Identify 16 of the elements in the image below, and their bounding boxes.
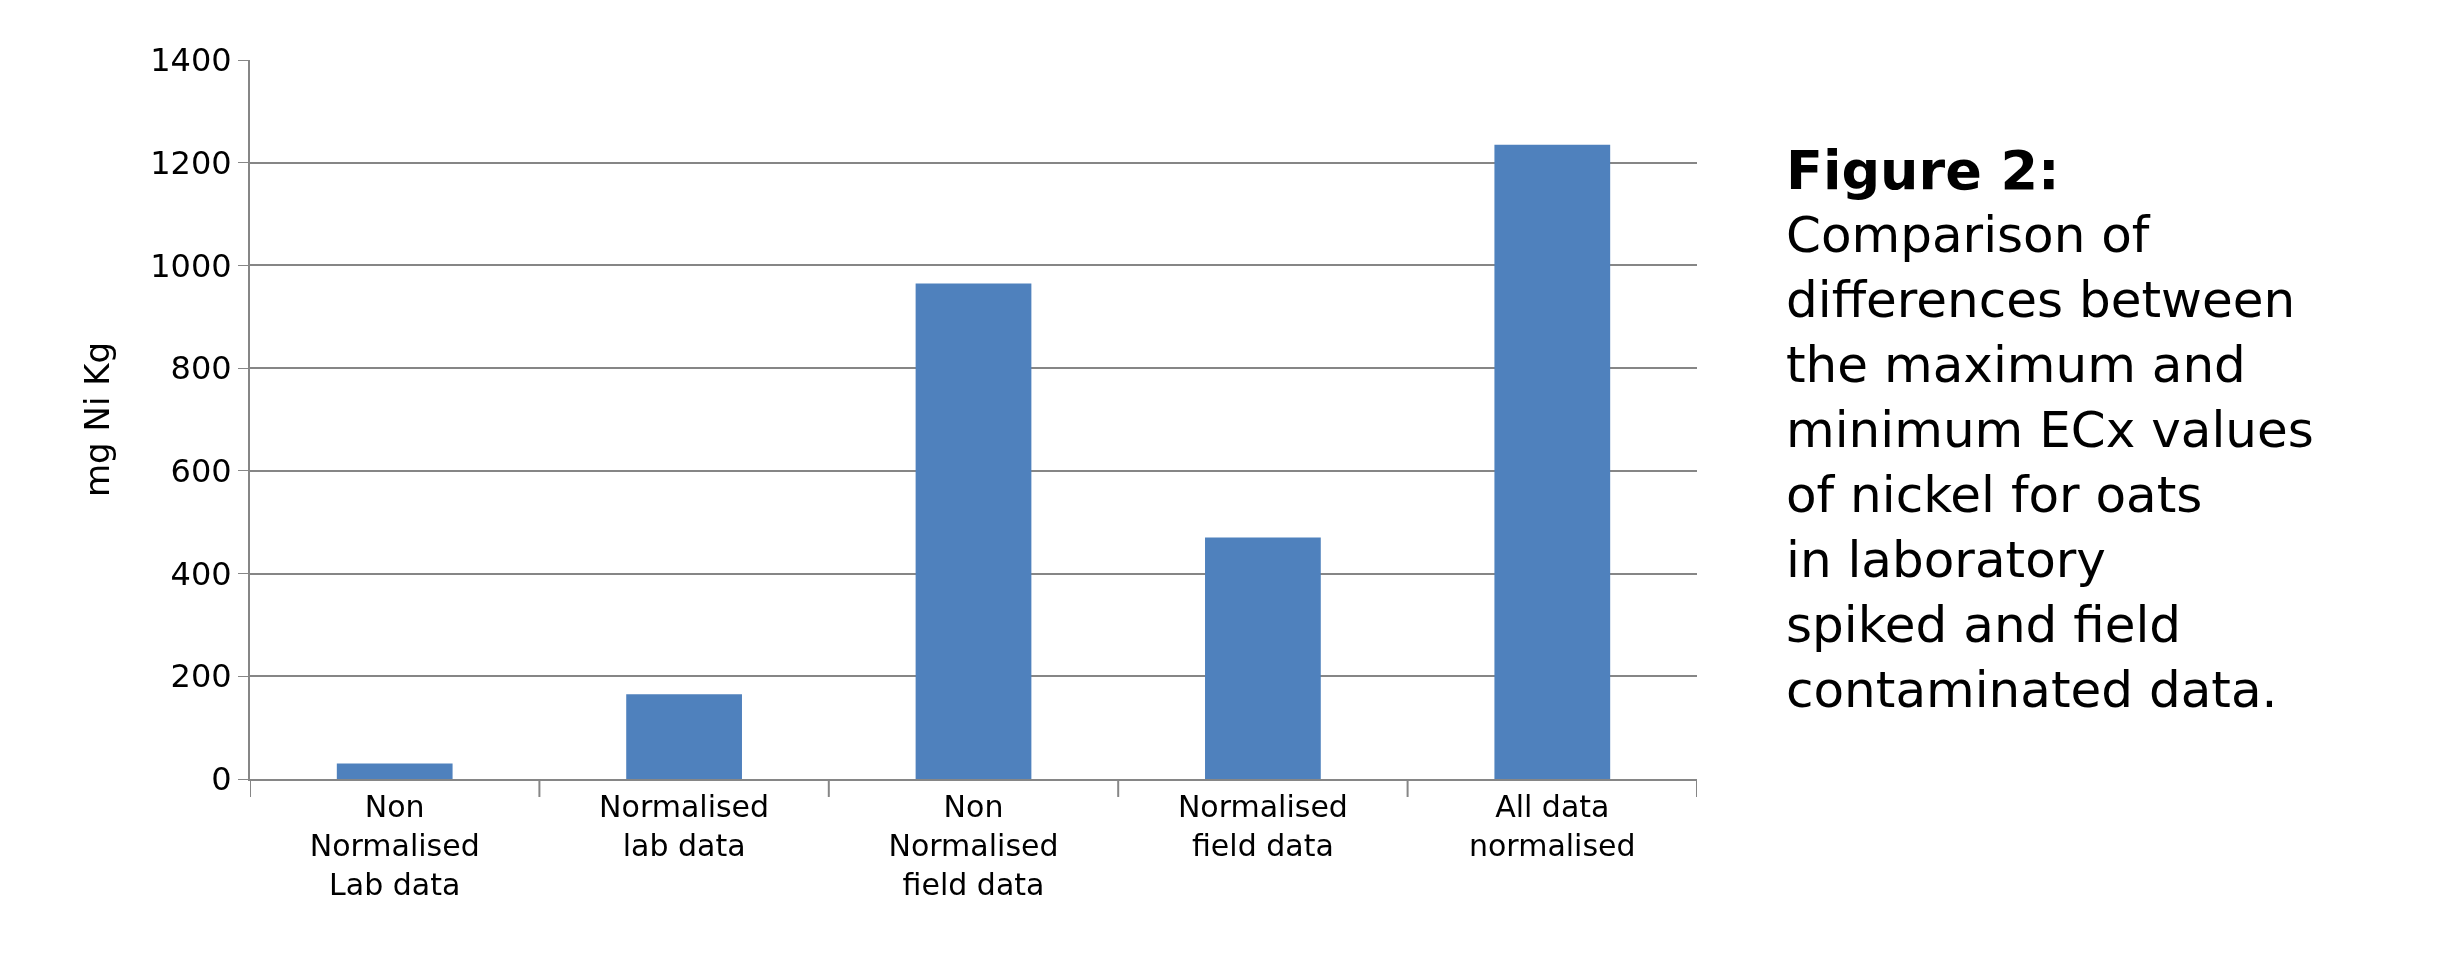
y-tick-label: 400 <box>170 554 232 593</box>
x-tick-label: Non Normalised field data <box>888 789 1059 902</box>
y-axis-title: mg Ni Kg <box>77 341 118 498</box>
x-tick-label: Non Normalised Lab data <box>309 789 480 902</box>
y-tick-label: 1200 <box>150 143 232 182</box>
text: Figure 2: <box>1786 139 2060 202</box>
y-tick-label: 1000 <box>150 246 232 285</box>
x-tick-label: Normalised field data <box>1177 789 1348 863</box>
y-tick-label: 800 <box>170 349 232 388</box>
x-tick-label: Normalised lab data <box>599 789 770 863</box>
x-tick-label: All data normalised <box>1469 789 1636 863</box>
y-tick-label: 600 <box>170 452 232 491</box>
y-tick-label: 200 <box>170 657 232 696</box>
text: Comparison of differences between the maximum and minimum ECx values of nickel for oats in laboratory spiked and field contaminated data. <box>1786 206 2314 719</box>
y-tick-label: 0 <box>211 760 232 799</box>
y-tick-label: 1400 <box>150 41 232 80</box>
